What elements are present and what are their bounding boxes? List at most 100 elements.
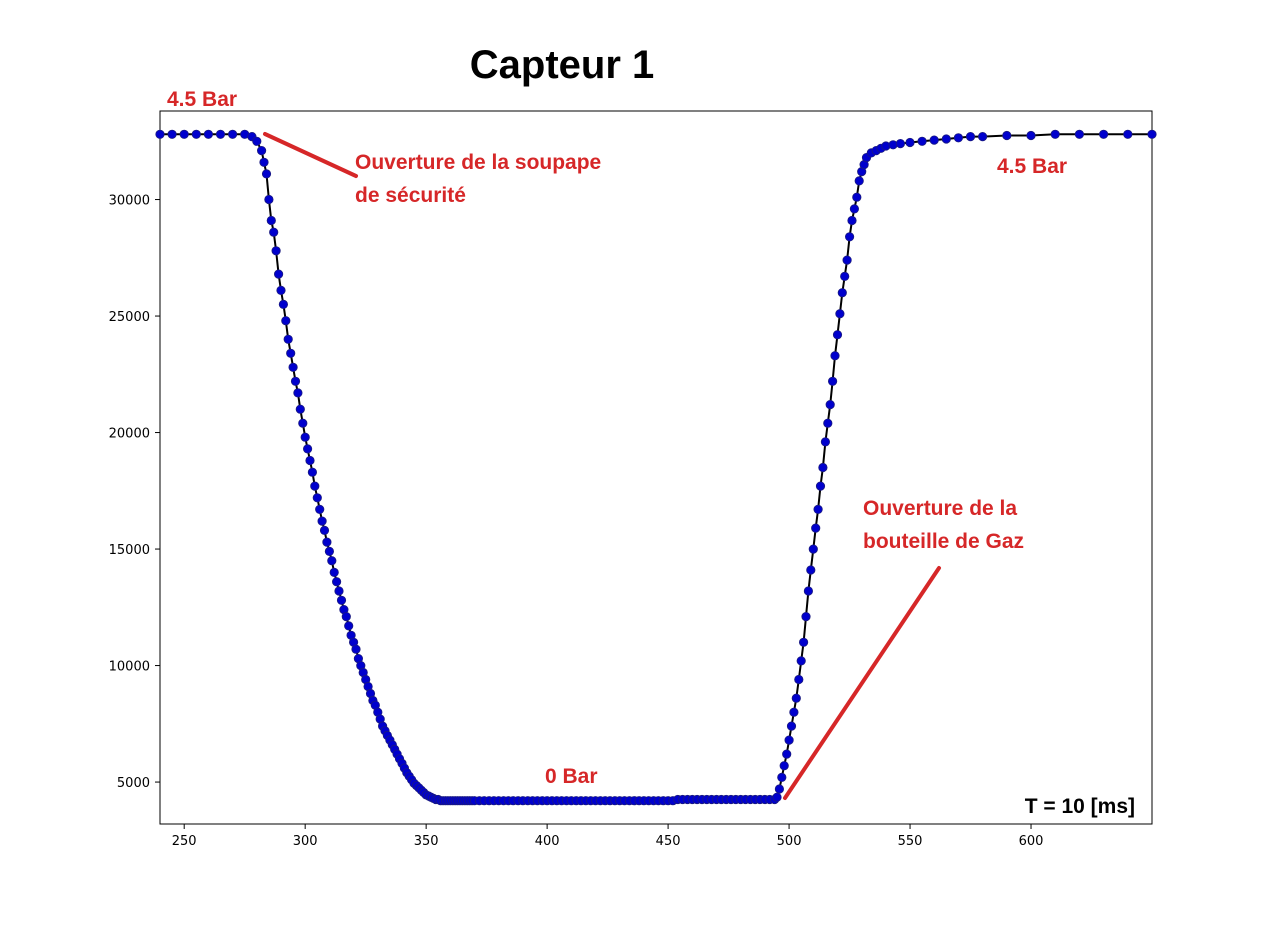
data-point: [801, 611, 811, 622]
data-point: [791, 693, 801, 703]
data-point: [774, 784, 785, 794]
data-point: [917, 136, 927, 146]
plot-frame: [159, 110, 1153, 825]
soupape-pointer-line: [263, 132, 358, 178]
data-point: [832, 330, 843, 340]
x-tick-label: 550: [898, 834, 923, 849]
data-point: [334, 586, 344, 596]
data-point: [823, 418, 833, 428]
data-point: [302, 444, 313, 454]
data-point: [259, 157, 269, 167]
data-point: [305, 455, 315, 466]
annotation-gaz-line2: bouteille de Gaz: [863, 530, 1024, 553]
data-point: [818, 462, 828, 473]
data-point: [191, 129, 201, 139]
data-point: [312, 493, 322, 503]
data-point: [953, 133, 964, 143]
data-point: [840, 271, 850, 281]
data-point: [782, 749, 792, 759]
data-point: [806, 565, 816, 575]
y-tick-label: 25000: [109, 310, 150, 325]
data-point: [288, 362, 298, 372]
data-point: [315, 504, 325, 514]
data-point: [798, 637, 809, 647]
data-point: [977, 132, 988, 142]
data-point: [298, 418, 308, 428]
y-tick-label: 15000: [109, 543, 150, 558]
data-point: [327, 556, 337, 566]
data-point: [794, 674, 804, 685]
data-point: [310, 481, 320, 491]
data-point: [1050, 129, 1060, 139]
period-label: T = 10 [ms]: [1025, 795, 1135, 818]
data-point: [317, 516, 327, 526]
x-tick-label: 300: [293, 834, 318, 849]
data-point: [322, 537, 332, 547]
data-point: [813, 504, 823, 514]
annotation-soupape-line1: Ouverture de la soupape: [355, 151, 601, 174]
data-point: [1074, 129, 1085, 139]
data-point: [336, 595, 347, 605]
data-point: [155, 129, 165, 139]
x-tick-label: 600: [1019, 834, 1044, 849]
data-point: [1123, 129, 1133, 139]
data-point: [808, 544, 818, 554]
annotation-top-left-pressure: 4.5 Bar: [167, 88, 237, 111]
y-tick-label: 10000: [109, 660, 150, 675]
data-point: [820, 437, 831, 447]
y-tick-label: 20000: [109, 427, 150, 442]
data-point: [295, 404, 305, 414]
data-point: [929, 135, 939, 145]
annotation-gaz-line1: Ouverture de la: [863, 497, 1017, 520]
data-point: [293, 388, 303, 398]
data-point: [273, 269, 284, 279]
data-point: [784, 735, 794, 745]
data-point: [283, 334, 293, 344]
data-point: [825, 399, 835, 410]
data-point: [849, 204, 860, 214]
pressure-series-line: [160, 133, 1152, 802]
data-point: [344, 621, 354, 631]
y-tick-label: 30000: [109, 194, 150, 209]
data-point: [835, 309, 845, 319]
data-point: [905, 137, 915, 148]
data-point: [203, 129, 213, 139]
data-point: [179, 129, 189, 139]
data-point: [256, 146, 267, 156]
x-tick-label: 400: [535, 834, 560, 849]
data-point: [307, 467, 317, 477]
data-point: [965, 132, 976, 142]
x-tick-label: 350: [414, 834, 439, 849]
data-point: [1002, 130, 1012, 141]
data-point: [830, 351, 840, 361]
data-point: [777, 772, 787, 783]
data-point: [264, 194, 274, 205]
x-tick-label: 500: [777, 834, 802, 849]
data-point: [842, 255, 852, 265]
data-point: [1099, 129, 1109, 139]
annotation-bottom-pressure: 0 Bar: [545, 765, 598, 788]
data-point: [941, 134, 951, 144]
data-point: [261, 169, 272, 179]
data-point: [1147, 129, 1157, 139]
y-axis: 5000 10000 15000 20000 25000 30000: [109, 194, 160, 791]
data-point: [215, 129, 226, 139]
data-point: [331, 577, 342, 587]
x-tick-label: 450: [656, 834, 681, 849]
data-point: [789, 707, 799, 717]
data-point: [854, 176, 864, 186]
data-point: [324, 546, 334, 557]
annotation-soupape-line2: de sécurité: [355, 184, 466, 207]
data-point: [252, 136, 262, 146]
data-point: [837, 288, 847, 298]
series-layer: [155, 129, 1157, 806]
data-point: [895, 139, 906, 149]
data-point: [300, 432, 310, 442]
data-point: [827, 376, 838, 386]
data-point: [803, 586, 814, 596]
data-point: [852, 192, 862, 202]
data-point: [329, 567, 339, 578]
data-point: [319, 525, 330, 536]
data-point: [266, 215, 276, 226]
